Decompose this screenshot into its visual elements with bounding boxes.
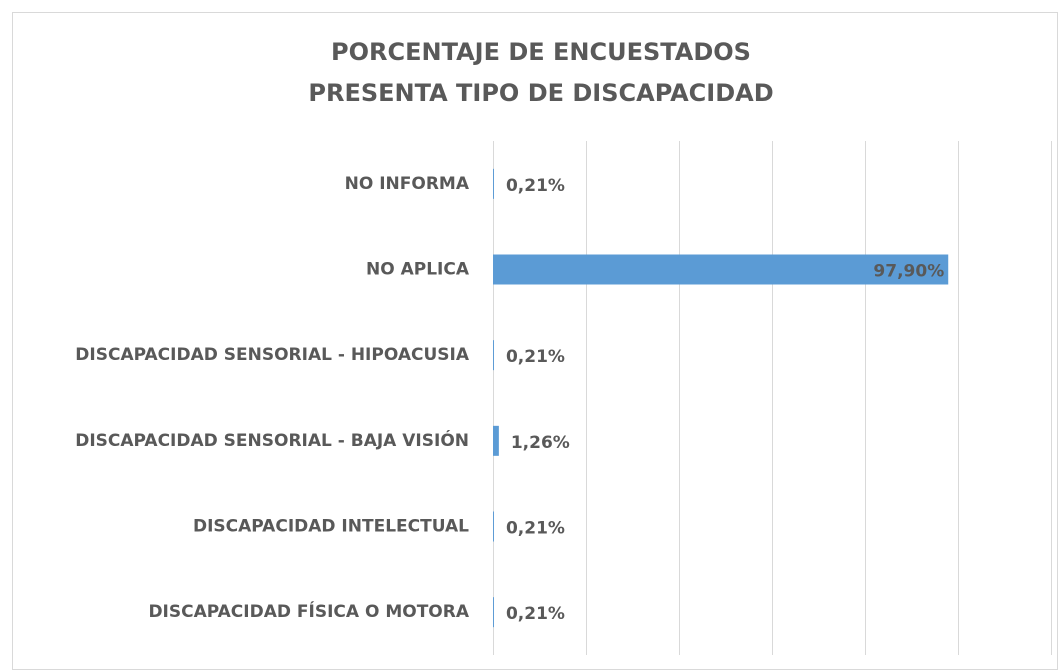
y-tick-label: NO APLICA <box>366 260 470 280</box>
bar <box>493 511 494 542</box>
data-label: 97,90% <box>873 262 944 282</box>
y-tick-label: DISCAPACIDAD FÍSICA O MOTORA <box>148 600 469 622</box>
bar <box>493 340 494 371</box>
bar <box>493 254 949 285</box>
data-label: 1,26% <box>511 433 570 453</box>
data-label: 0,21% <box>506 519 565 539</box>
bar <box>493 168 494 199</box>
data-label: 0,21% <box>506 604 565 624</box>
data-label: 0,21% <box>506 176 565 196</box>
y-tick-label: DISCAPACIDAD SENSORIAL - HIPOACUSIA <box>75 345 470 365</box>
y-tick-label: DISCAPACIDAD SENSORIAL - BAJA VISIÓN <box>75 429 469 451</box>
data-label: 0,21% <box>506 347 565 367</box>
chart-title: PRESENTA TIPO DE DISCAPACIDAD <box>308 79 773 107</box>
chart-border <box>12 12 1058 670</box>
bar <box>493 597 494 628</box>
bar <box>493 425 499 456</box>
y-tick-label: NO INFORMA <box>345 174 470 194</box>
y-tick-label: DISCAPACIDAD INTELECTUAL <box>193 517 469 537</box>
chart-title: PORCENTAJE DE ENCUESTADOS <box>331 38 751 66</box>
